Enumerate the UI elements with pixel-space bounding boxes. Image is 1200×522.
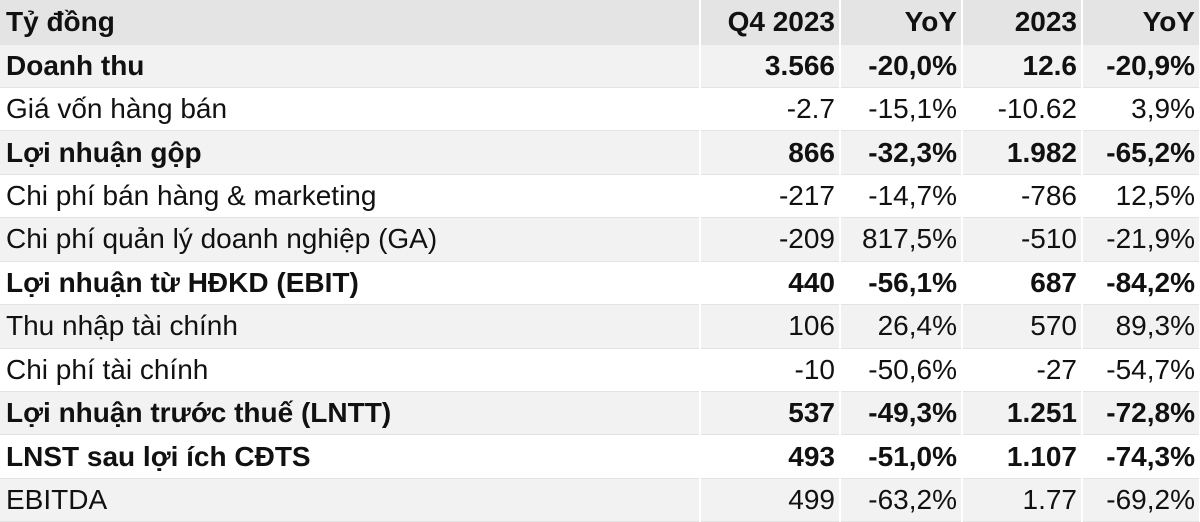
table-row: Giá vốn hàng bán -2.7 -15,1% -10.62 3,9% <box>0 87 1200 132</box>
value-cell: 817,5% <box>840 217 963 262</box>
value-cell: -2.7 <box>700 87 841 132</box>
value-cell: 12.6 <box>962 44 1083 88</box>
value-cell: 499 <box>700 478 841 522</box>
value-cell: -32,3% <box>840 130 963 175</box>
value-cell: -69,2% <box>1082 478 1200 522</box>
value-cell: -49,3% <box>840 391 963 436</box>
value-cell: -74,3% <box>1082 434 1200 479</box>
value-cell: -72,8% <box>1082 391 1200 436</box>
table-row: LNST sau lợi ích CĐTS 493 -51,0% 1.107 -74,3… <box>0 434 1200 479</box>
row-label: Chi phí quản lý doanh nghiệp (GA) <box>0 217 701 262</box>
header-row: Tỷ đồng Q4 2023 YoY 2023 YoY <box>0 0 1200 45</box>
value-cell: -65,2% <box>1082 130 1200 175</box>
table-row: Thu nhập tài chính 106 26,4% 570 89,3% <box>0 304 1200 349</box>
value-cell: 687 <box>962 261 1083 306</box>
table-row: Chi phí quản lý doanh nghiệp (GA) -209 817… <box>0 217 1200 262</box>
value-cell: 106 <box>700 304 841 349</box>
table-row: Doanh thu 3.566 -20,0% 12.6 -20,9% <box>0 44 1200 88</box>
value-cell: -21,9% <box>1082 217 1200 262</box>
value-cell: -84,2% <box>1082 261 1200 306</box>
value-cell: -15,1% <box>840 87 963 132</box>
header-cell: Tỷ đồng <box>0 0 701 45</box>
header-cell: 2023 <box>962 0 1083 45</box>
row-label: EBITDA <box>0 478 701 522</box>
header-cell: YoY <box>1082 0 1200 45</box>
table-row: Chi phí tài chính -10 -50,6% -27 -54,7% <box>0 348 1200 393</box>
value-cell: -786 <box>962 174 1083 219</box>
value-cell: 1.77 <box>962 478 1083 522</box>
header-cell: YoY <box>840 0 963 45</box>
value-cell: 3,9% <box>1082 87 1200 132</box>
value-cell: 440 <box>700 261 841 306</box>
value-cell: -56,1% <box>840 261 963 306</box>
value-cell: -20,0% <box>840 44 963 88</box>
row-label: Chi phí tài chính <box>0 348 701 393</box>
table-row: Lợi nhuận từ HĐKD (EBIT) 440 -56,1% 687 -84,… <box>0 261 1200 306</box>
value-cell: 866 <box>700 130 841 175</box>
value-cell: 1.251 <box>962 391 1083 436</box>
header-cell: Q4 2023 <box>700 0 841 45</box>
value-cell: -14,7% <box>840 174 963 219</box>
value-cell: 12,5% <box>1082 174 1200 219</box>
value-cell: 1.982 <box>962 130 1083 175</box>
value-cell: -27 <box>962 348 1083 393</box>
table-row: EBITDA 499 -63,2% 1.77 -69,2% <box>0 478 1200 522</box>
value-cell: 570 <box>962 304 1083 349</box>
value-cell: 26,4% <box>840 304 963 349</box>
row-label: LNST sau lợi ích CĐTS <box>0 434 701 479</box>
table-row: Chi phí bán hàng & marketing -217 -14,7% -7… <box>0 174 1200 219</box>
row-label: Giá vốn hàng bán <box>0 87 701 132</box>
value-cell: 537 <box>700 391 841 436</box>
value-cell: -209 <box>700 217 841 262</box>
value-cell: -510 <box>962 217 1083 262</box>
table-row: Lợi nhuận gộp 866 -32,3% 1.982 -65,2% <box>0 130 1200 175</box>
value-cell: -217 <box>700 174 841 219</box>
row-label: Thu nhập tài chính <box>0 304 701 349</box>
value-cell: -20,9% <box>1082 44 1200 88</box>
row-label: Doanh thu <box>0 44 701 88</box>
value-cell: 1.107 <box>962 434 1083 479</box>
value-cell: 493 <box>700 434 841 479</box>
value-cell: -51,0% <box>840 434 963 479</box>
value-cell: -54,7% <box>1082 348 1200 393</box>
value-cell: 3.566 <box>700 44 841 88</box>
table-row: Lợi nhuận trước thuế (LNTT) 537 -49,3% 1.25… <box>0 391 1200 436</box>
value-cell: 89,3% <box>1082 304 1200 349</box>
value-cell: -10 <box>700 348 841 393</box>
value-cell: -10.62 <box>962 87 1083 132</box>
row-label: Lợi nhuận từ HĐKD (EBIT) <box>0 261 701 306</box>
row-label: Lợi nhuận gộp <box>0 130 701 175</box>
value-cell: -63,2% <box>840 478 963 522</box>
row-label: Lợi nhuận trước thuế (LNTT) <box>0 391 701 436</box>
row-label: Chi phí bán hàng & marketing <box>0 174 701 219</box>
value-cell: -50,6% <box>840 348 963 393</box>
